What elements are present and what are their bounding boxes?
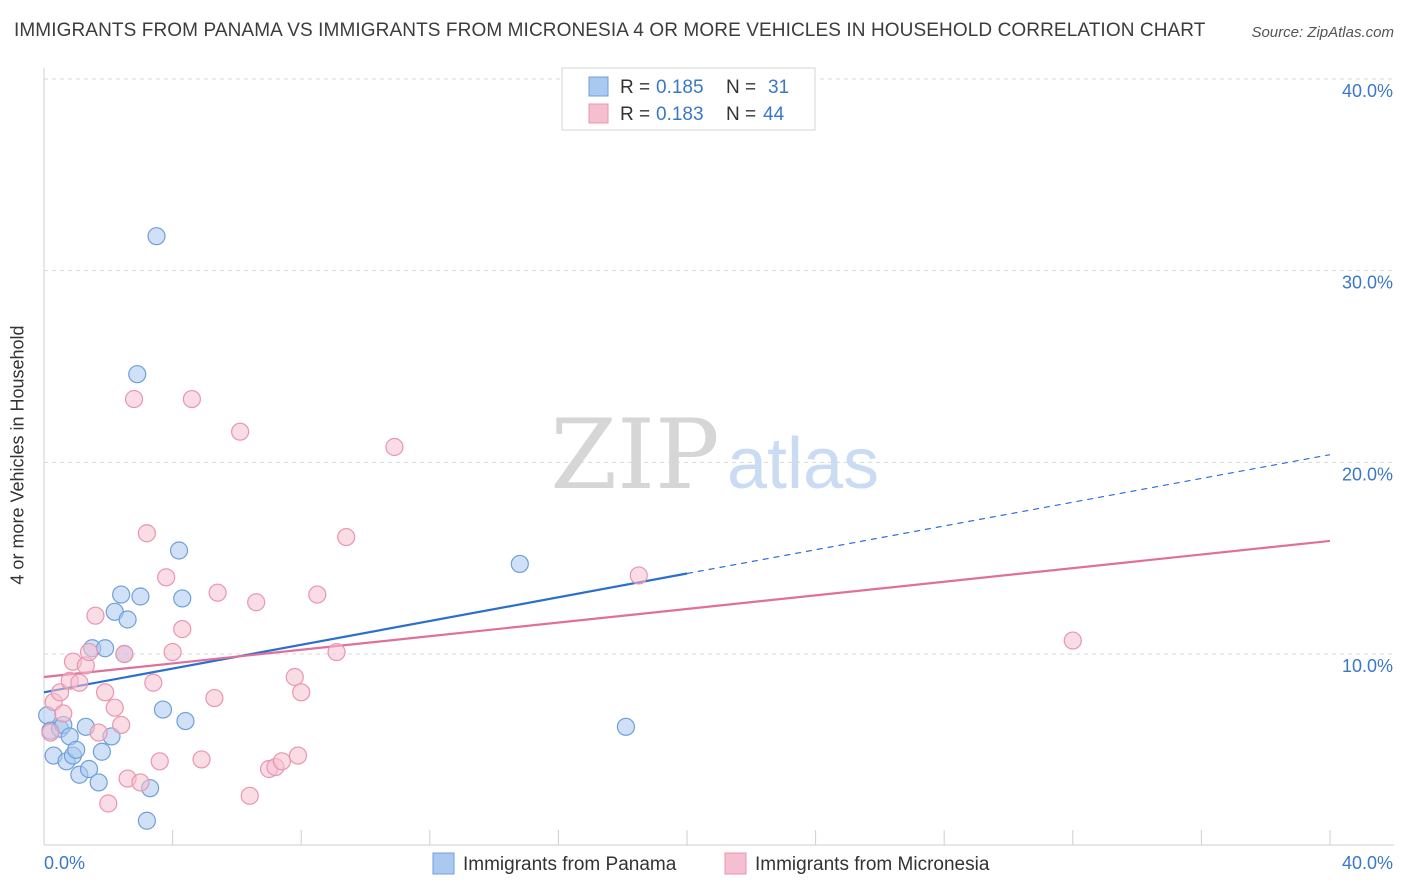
- micronesia-point: [1063, 631, 1082, 650]
- bottom-legend-swatch-panama: [432, 852, 455, 875]
- legend-r-label-micronesia: R =: [620, 104, 650, 125]
- chart-title: IMMIGRANTS FROM PANAMA VS IMMIGRANTS FRO…: [14, 20, 1206, 41]
- micronesia-point: [95, 683, 115, 702]
- legend-n-label-panama: N =: [726, 77, 756, 98]
- micronesia-point: [163, 642, 182, 662]
- micronesia-point: [208, 583, 227, 602]
- panama-point: [137, 811, 156, 830]
- panama-point: [79, 759, 99, 779]
- x-tick-label-min: 0.0%: [44, 853, 85, 873]
- micronesia-point: [272, 752, 292, 771]
- panama-point: [92, 742, 111, 761]
- panama-point: [67, 740, 86, 759]
- y-tick-label: 40.0%: [1342, 81, 1393, 101]
- micronesia-point: [54, 704, 73, 723]
- micronesia-point: [327, 642, 346, 662]
- micronesia-point: [41, 723, 60, 742]
- micronesia-point: [308, 585, 327, 604]
- panama-point: [173, 589, 192, 608]
- micronesia-point: [182, 389, 201, 409]
- micronesia-trend-line: [43, 539, 1331, 679]
- micronesia-point: [337, 527, 356, 547]
- micronesia-point: [70, 673, 89, 692]
- y-tick-label: 30.0%: [1342, 273, 1393, 293]
- micronesia-point: [115, 644, 134, 664]
- micronesia-point: [157, 568, 176, 587]
- legend-r-label-panama: R =: [620, 77, 650, 98]
- legend-r-value-panama: 0.185: [656, 77, 704, 98]
- micronesia-point: [79, 642, 99, 662]
- panama-point: [89, 773, 108, 792]
- micronesia-point: [192, 750, 211, 769]
- panama-point: [616, 717, 636, 736]
- micronesia-point: [144, 673, 163, 692]
- legend-n-value-micronesia: 44: [763, 104, 785, 125]
- panama-point: [176, 711, 195, 731]
- panama-point: [510, 554, 529, 574]
- panama-point: [169, 541, 189, 560]
- legend-r-value-micronesia: 0.183: [656, 104, 704, 125]
- micronesia-point: [124, 389, 144, 409]
- micronesia-point: [89, 723, 108, 742]
- micronesia-point: [231, 422, 250, 441]
- micronesia-point: [99, 794, 118, 813]
- micronesia-point: [137, 524, 156, 543]
- legend-swatch-micronesia: [588, 103, 609, 124]
- bottom-legend-label-panama: Immigrants from Panama: [463, 854, 677, 875]
- x-tick-label-max: 40.0%: [1342, 853, 1393, 873]
- watermark-atlas: atlas: [727, 424, 879, 504]
- panama-point: [131, 587, 150, 606]
- micronesia-point: [112, 715, 131, 735]
- bottom-legend-label-micronesia: Immigrants from Micronesia: [755, 854, 990, 875]
- micronesia-point: [292, 683, 311, 702]
- legend-n-value-panama: 31: [768, 77, 789, 98]
- watermark-zip: ZIP: [550, 399, 719, 511]
- y-tick-label: 20.0%: [1342, 464, 1393, 484]
- panama-trend-extension: [686, 454, 1331, 575]
- panama-point: [95, 639, 115, 658]
- micronesia-point: [105, 698, 124, 717]
- bottom-legend-swatch-micronesia: [724, 852, 747, 875]
- panama-point: [118, 610, 137, 629]
- y-tick-label: 10.0%: [1342, 656, 1393, 676]
- panama-point: [147, 227, 166, 246]
- panama-point: [153, 700, 173, 719]
- micronesia-point: [205, 688, 224, 708]
- micronesia-point: [240, 786, 259, 805]
- micronesia-point: [150, 752, 169, 771]
- micronesia-point: [131, 773, 150, 792]
- micronesia-point: [288, 746, 308, 765]
- bottom-legend: Immigrants from Panama Immigrants from M…: [432, 852, 990, 875]
- legend-swatch-panama: [588, 76, 609, 97]
- micronesia-point: [86, 606, 105, 625]
- legend-n-label-micronesia: N =: [726, 104, 756, 125]
- micronesia-point: [173, 619, 192, 639]
- panama-point: [128, 365, 147, 384]
- micronesia-point: [247, 593, 266, 612]
- micronesia-point: [385, 437, 404, 457]
- panama-point: [112, 585, 131, 604]
- micronesia-point: [285, 667, 304, 687]
- legend-box: R = 0.185 N = 31 R = 0.183 N = 44: [561, 67, 816, 131]
- source-note: Source: ZipAtlas.com: [1251, 24, 1394, 41]
- micronesia-point: [629, 566, 648, 585]
- panama-trend-line: [43, 572, 688, 694]
